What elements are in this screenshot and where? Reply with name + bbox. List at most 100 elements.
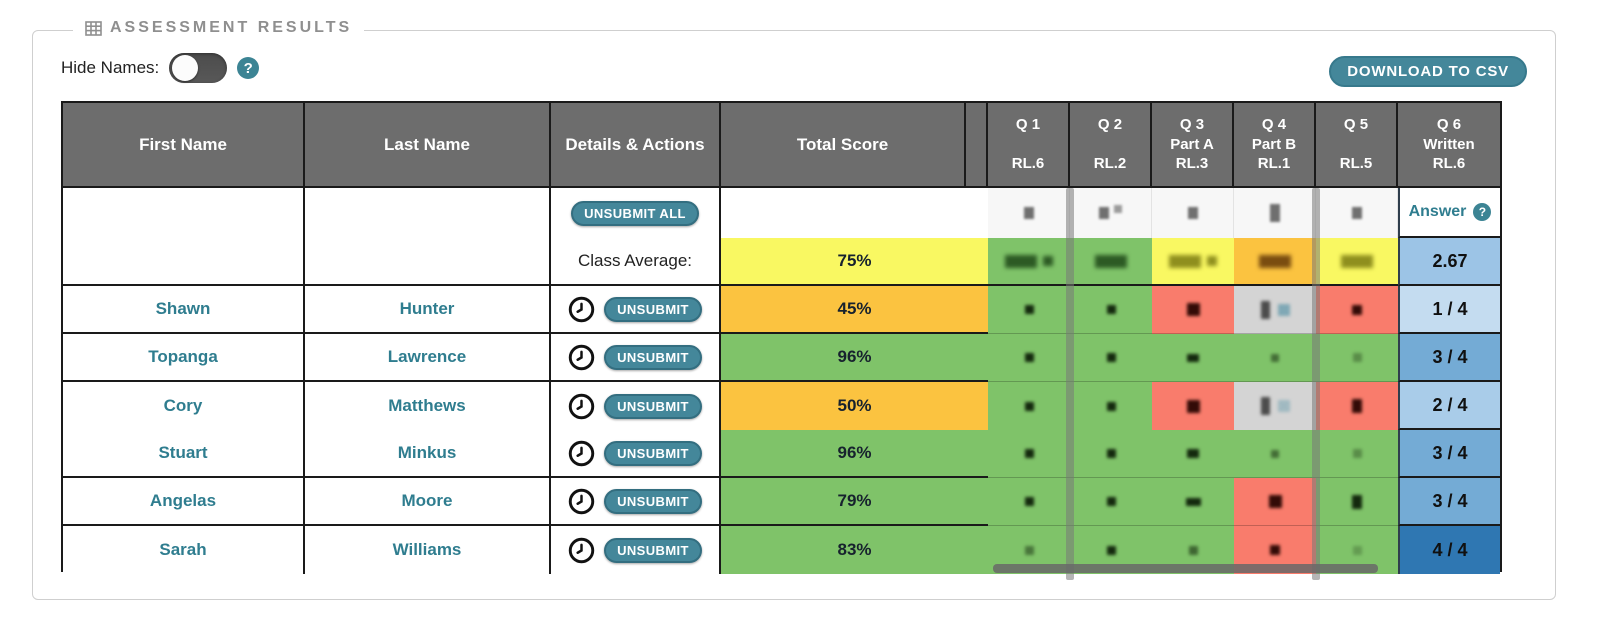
total-score-cell[interactable]: 79% [721,478,988,526]
written-score-cell[interactable]: 3 / 4 [1398,430,1500,478]
unsubmit-button[interactable]: UNSUBMIT [604,440,702,466]
table-header-row: First Name Last Name Details & Actions T… [63,103,1500,188]
q2-cell[interactable] [1070,334,1152,382]
q4-cell[interactable] [1234,430,1316,478]
q3-cell[interactable] [1152,478,1234,526]
q1-cell[interactable] [988,430,1070,478]
q2-cell[interactable] [1070,286,1152,334]
redacted-answer [1187,353,1199,362]
student-last-name[interactable]: Hunter [399,299,455,318]
empty-cell [63,238,305,286]
q5-cell[interactable] [1316,478,1398,526]
clock-icon[interactable] [568,537,595,564]
class-average-label-cell: Class Average: [551,238,721,286]
q1-cell[interactable] [988,334,1070,382]
q5-cell[interactable] [1316,334,1398,382]
student-last-name[interactable]: Matthews [388,396,466,415]
student-first-name[interactable]: Shawn [155,299,211,318]
written-score-cell[interactable]: 3 / 4 [1398,334,1500,382]
unsubmit-button[interactable]: UNSUBMIT [604,296,702,322]
q4-cell[interactable] [1234,286,1316,334]
student-first-name[interactable]: Angelas [149,491,217,510]
unsubmit-button[interactable]: UNSUBMIT [604,344,702,370]
answer-column-header: Answer ? [1398,188,1500,238]
clock-icon[interactable] [568,488,595,515]
redacted-answer [1024,305,1034,314]
total-score-cell[interactable]: 45% [721,286,988,334]
total-score-cell[interactable]: 83% [721,526,988,574]
q3-cell[interactable] [1152,382,1234,430]
q3-cell[interactable] [1152,334,1234,382]
redacted-answer [1352,304,1362,315]
q4-cell[interactable] [1234,382,1316,430]
redacted-answer [1277,303,1290,316]
q1-cell[interactable] [988,286,1070,334]
avg-q2-cell[interactable] [1070,238,1152,286]
table-icon [85,20,102,36]
avg-q4-cell[interactable] [1234,238,1316,286]
written-score-cell[interactable]: 4 / 4 [1398,526,1500,574]
written-score-cell[interactable]: 1 / 4 [1398,286,1500,334]
q3-cell[interactable] [1152,430,1234,478]
header-spacer [966,103,988,188]
download-csv-button[interactable]: DOWNLOAD TO CSV [1329,56,1527,87]
column-drag-handle[interactable] [1312,188,1320,580]
clock-icon[interactable] [568,393,595,420]
q5-cell[interactable] [1316,286,1398,334]
unsubmit-button[interactable]: UNSUBMIT [604,537,702,563]
unsubmit-button[interactable]: UNSUBMIT [604,488,702,514]
student-first-name[interactable]: Topanga [148,347,218,366]
avg-q5-cell[interactable] [1316,238,1398,286]
clock-icon[interactable] [568,440,595,467]
student-last-name[interactable]: Moore [401,491,453,510]
student-first-name[interactable]: Stuart [158,443,208,462]
q2-cell[interactable] [1070,430,1152,478]
q4-cell[interactable] [1234,478,1316,526]
redacted-answer [1186,303,1200,316]
q3-cell[interactable] [1152,286,1234,334]
q3-answer-preview[interactable] [1152,188,1234,238]
total-score-cell[interactable]: 50% [721,382,988,430]
q2-answer-preview[interactable] [1070,188,1152,238]
written-score-cell[interactable]: 3 / 4 [1398,478,1500,526]
q5-cell[interactable] [1316,430,1398,478]
redacted-answer [1352,545,1362,555]
q4-answer-preview[interactable] [1234,188,1316,238]
empty-cell [721,188,988,238]
q5-answer-preview[interactable] [1316,188,1398,238]
unsubmit-all-button[interactable]: UNSUBMIT ALL [571,200,699,226]
redacted-answer [1185,497,1201,506]
q4-cell[interactable] [1234,334,1316,382]
header-last-name: Last Name [305,103,551,188]
student-first-name[interactable]: Cory [163,396,203,415]
q5-cell[interactable] [1316,382,1398,430]
q1-cell[interactable] [988,382,1070,430]
column-drag-handle[interactable] [1066,188,1074,580]
header-total-score: Total Score [721,103,966,188]
redacted-answer [1024,353,1034,362]
unsubmit-button[interactable]: UNSUBMIT [604,393,702,419]
redacted-answer [1188,545,1198,555]
clock-icon[interactable] [568,296,595,323]
clock-icon[interactable] [568,344,595,371]
student-last-name[interactable]: Minkus [397,443,457,462]
student-last-name[interactable]: Lawrence [387,347,467,366]
answer-help-icon[interactable]: ? [1473,203,1492,221]
total-score-cell[interactable]: 96% [721,430,988,478]
horizontal-scrollbar[interactable] [993,564,1378,573]
q2-cell[interactable] [1070,382,1152,430]
toggle-knob [172,55,199,81]
help-icon[interactable]: ? [237,57,260,79]
total-score-cell[interactable]: 96% [721,334,988,382]
redacted-answer-key [1023,207,1034,219]
written-score-cell[interactable]: 2 / 4 [1398,382,1500,430]
q1-cell[interactable] [988,478,1070,526]
hide-names-toggle[interactable] [169,53,228,83]
q1-answer-preview[interactable] [988,188,1070,238]
student-last-name[interactable]: Williams [392,540,462,559]
redacted-average [1341,254,1373,268]
student-first-name[interactable]: Sarah [159,540,207,559]
avg-q3-cell[interactable] [1152,238,1234,286]
avg-q1-cell[interactable] [988,238,1070,286]
q2-cell[interactable] [1070,478,1152,526]
